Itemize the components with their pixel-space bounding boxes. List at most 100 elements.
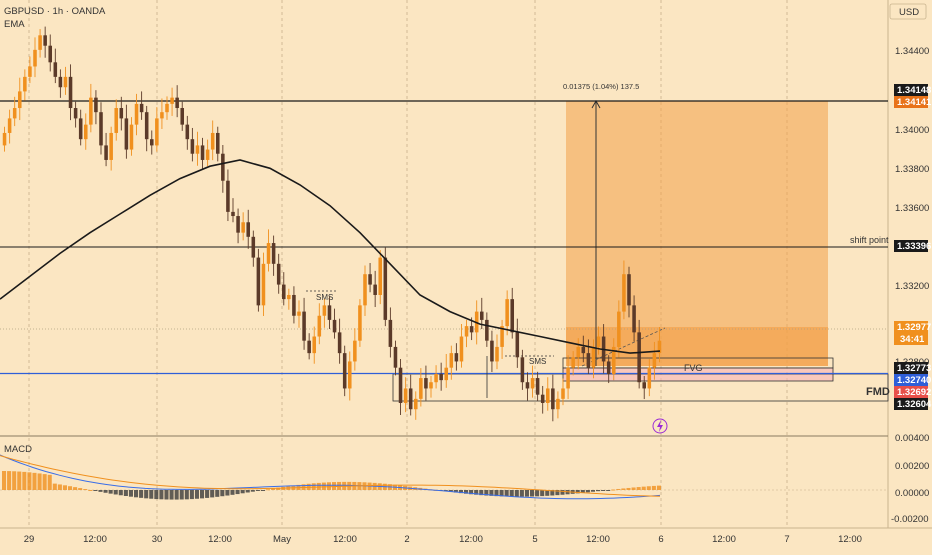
- candle-body: [586, 353, 591, 368]
- candle-body: [104, 145, 108, 160]
- macd-histogram-bar: [123, 490, 128, 496]
- time-tick: 12:00: [586, 534, 610, 545]
- price-tag-bg: [894, 386, 928, 398]
- lightning-icon[interactable]: [652, 418, 668, 434]
- candle-body: [180, 108, 185, 125]
- candle-body: [160, 112, 164, 119]
- candle-body: [241, 222, 245, 233]
- macd-histogram-bar: [575, 490, 580, 494]
- candle-body: [119, 108, 124, 119]
- macd-histogram-bar: [235, 490, 240, 495]
- price-tag: 1.34148: [897, 85, 931, 96]
- candle-body: [63, 76, 68, 88]
- sms-marker-2[interactable]: SMS: [505, 355, 554, 366]
- macd-histogram-bar: [230, 490, 235, 495]
- shift-point-label: shift point: [850, 235, 889, 245]
- countdown: 34:41: [900, 334, 925, 345]
- macd-histogram-bar: [88, 489, 93, 491]
- time-axis[interactable]: 29 12:00 30 12:00 May 12:00 2 12:00 5 12…: [24, 534, 862, 545]
- candle-body: [17, 91, 22, 109]
- candle-body: [378, 257, 383, 295]
- macd-histogram-bar: [540, 490, 545, 497]
- candle-body: [576, 346, 581, 358]
- macd-histogram-bar: [590, 490, 595, 492]
- indicator-label[interactable]: EMA: [4, 19, 25, 30]
- price-tag-bg: [894, 374, 928, 386]
- candle-body: [73, 108, 78, 119]
- candle-body: [261, 263, 266, 306]
- macd-histogram-bar: [641, 486, 646, 490]
- macd-histogram-bar: [646, 486, 651, 490]
- candle-body: [251, 236, 256, 258]
- candle-body: [68, 76, 73, 109]
- macd-histogram-bar: [68, 486, 73, 490]
- candle-body: [342, 353, 347, 389]
- macd-histogram-bar: [7, 471, 12, 490]
- macd-histogram-bar: [266, 489, 271, 491]
- macd-histogram-bar: [636, 487, 641, 490]
- candle-body: [58, 76, 63, 88]
- macd-histogram-bar: [479, 490, 484, 496]
- macd-histogram-bar: [616, 488, 621, 490]
- macd-histogram-bar: [276, 487, 281, 490]
- price-tag: 1.32977: [897, 322, 931, 333]
- candle-body: [540, 394, 545, 403]
- candle-body: [581, 346, 586, 354]
- macd-axis-ticks: 0.00400 0.00200 0.00000 -0.00200: [891, 433, 929, 525]
- trend-dashed-line: [581, 327, 666, 367]
- time-tick: 12:00: [459, 534, 483, 545]
- macd-histogram-bar: [17, 471, 22, 490]
- macd-histogram-bar: [139, 490, 144, 498]
- price-tag: 1.32604: [897, 399, 932, 410]
- time-tick: 30: [152, 534, 163, 545]
- macd-histogram-bar: [499, 490, 504, 497]
- candle-body: [535, 378, 540, 395]
- macd-histogram-bar: [57, 484, 62, 490]
- macd-histogram-bar: [98, 490, 103, 492]
- macd-histogram-bar: [535, 490, 540, 497]
- macd-histogram-bar: [560, 490, 565, 495]
- macd-histogram-bar: [220, 490, 225, 497]
- macd-histogram-bar: [469, 490, 474, 495]
- candle-body: [337, 332, 342, 354]
- macd-pane: [0, 454, 888, 500]
- price-tag: 1.32773: [897, 363, 931, 374]
- candle-body: [490, 340, 494, 362]
- macd-histogram-bar: [260, 490, 265, 491]
- macd-histogram-bar: [12, 471, 17, 490]
- candle-body: [363, 274, 367, 306]
- price-tag-bg: [894, 398, 928, 410]
- long-position-tool[interactable]: 0.01375 (1.04%) 137.5: [563, 82, 828, 366]
- macd-histogram-bar: [225, 490, 230, 496]
- currency-button-bg: [889, 3, 927, 20]
- sms-marker-1[interactable]: SMS: [306, 290, 336, 302]
- candle-body: [556, 398, 560, 410]
- candle-body: [78, 118, 83, 140]
- macd-histogram-bar: [326, 482, 331, 490]
- fvg-zone[interactable]: FVG: [562, 357, 834, 382]
- candle-body: [373, 284, 377, 295]
- candle-body: [2, 132, 7, 146]
- macd-histogram-bar: [113, 490, 118, 495]
- macd-histogram-bar: [311, 483, 316, 490]
- macd-histogram-bar: [250, 490, 255, 492]
- currency-button[interactable]: USD: [889, 3, 927, 20]
- price-tick: 1.33800: [895, 164, 929, 175]
- macd-histogram-bar: [530, 490, 535, 497]
- symbol-title[interactable]: GBPUSD · 1h · OANDA: [4, 6, 106, 17]
- ema-line: [0, 159, 661, 354]
- macd-histogram-bar: [458, 490, 463, 494]
- candle-body: [53, 62, 58, 77]
- candle-body: [200, 145, 205, 160]
- macd-histogram-bar: [656, 485, 661, 490]
- price-tag: 1.32692: [897, 387, 931, 398]
- target-zone: [566, 101, 828, 327]
- candle-body: [165, 103, 169, 113]
- macd-histogram-bar: [32, 472, 37, 490]
- candle-body: [7, 118, 12, 133]
- candle-body: [627, 274, 631, 306]
- time-tick: 12:00: [208, 534, 232, 545]
- candle-body: [322, 305, 327, 316]
